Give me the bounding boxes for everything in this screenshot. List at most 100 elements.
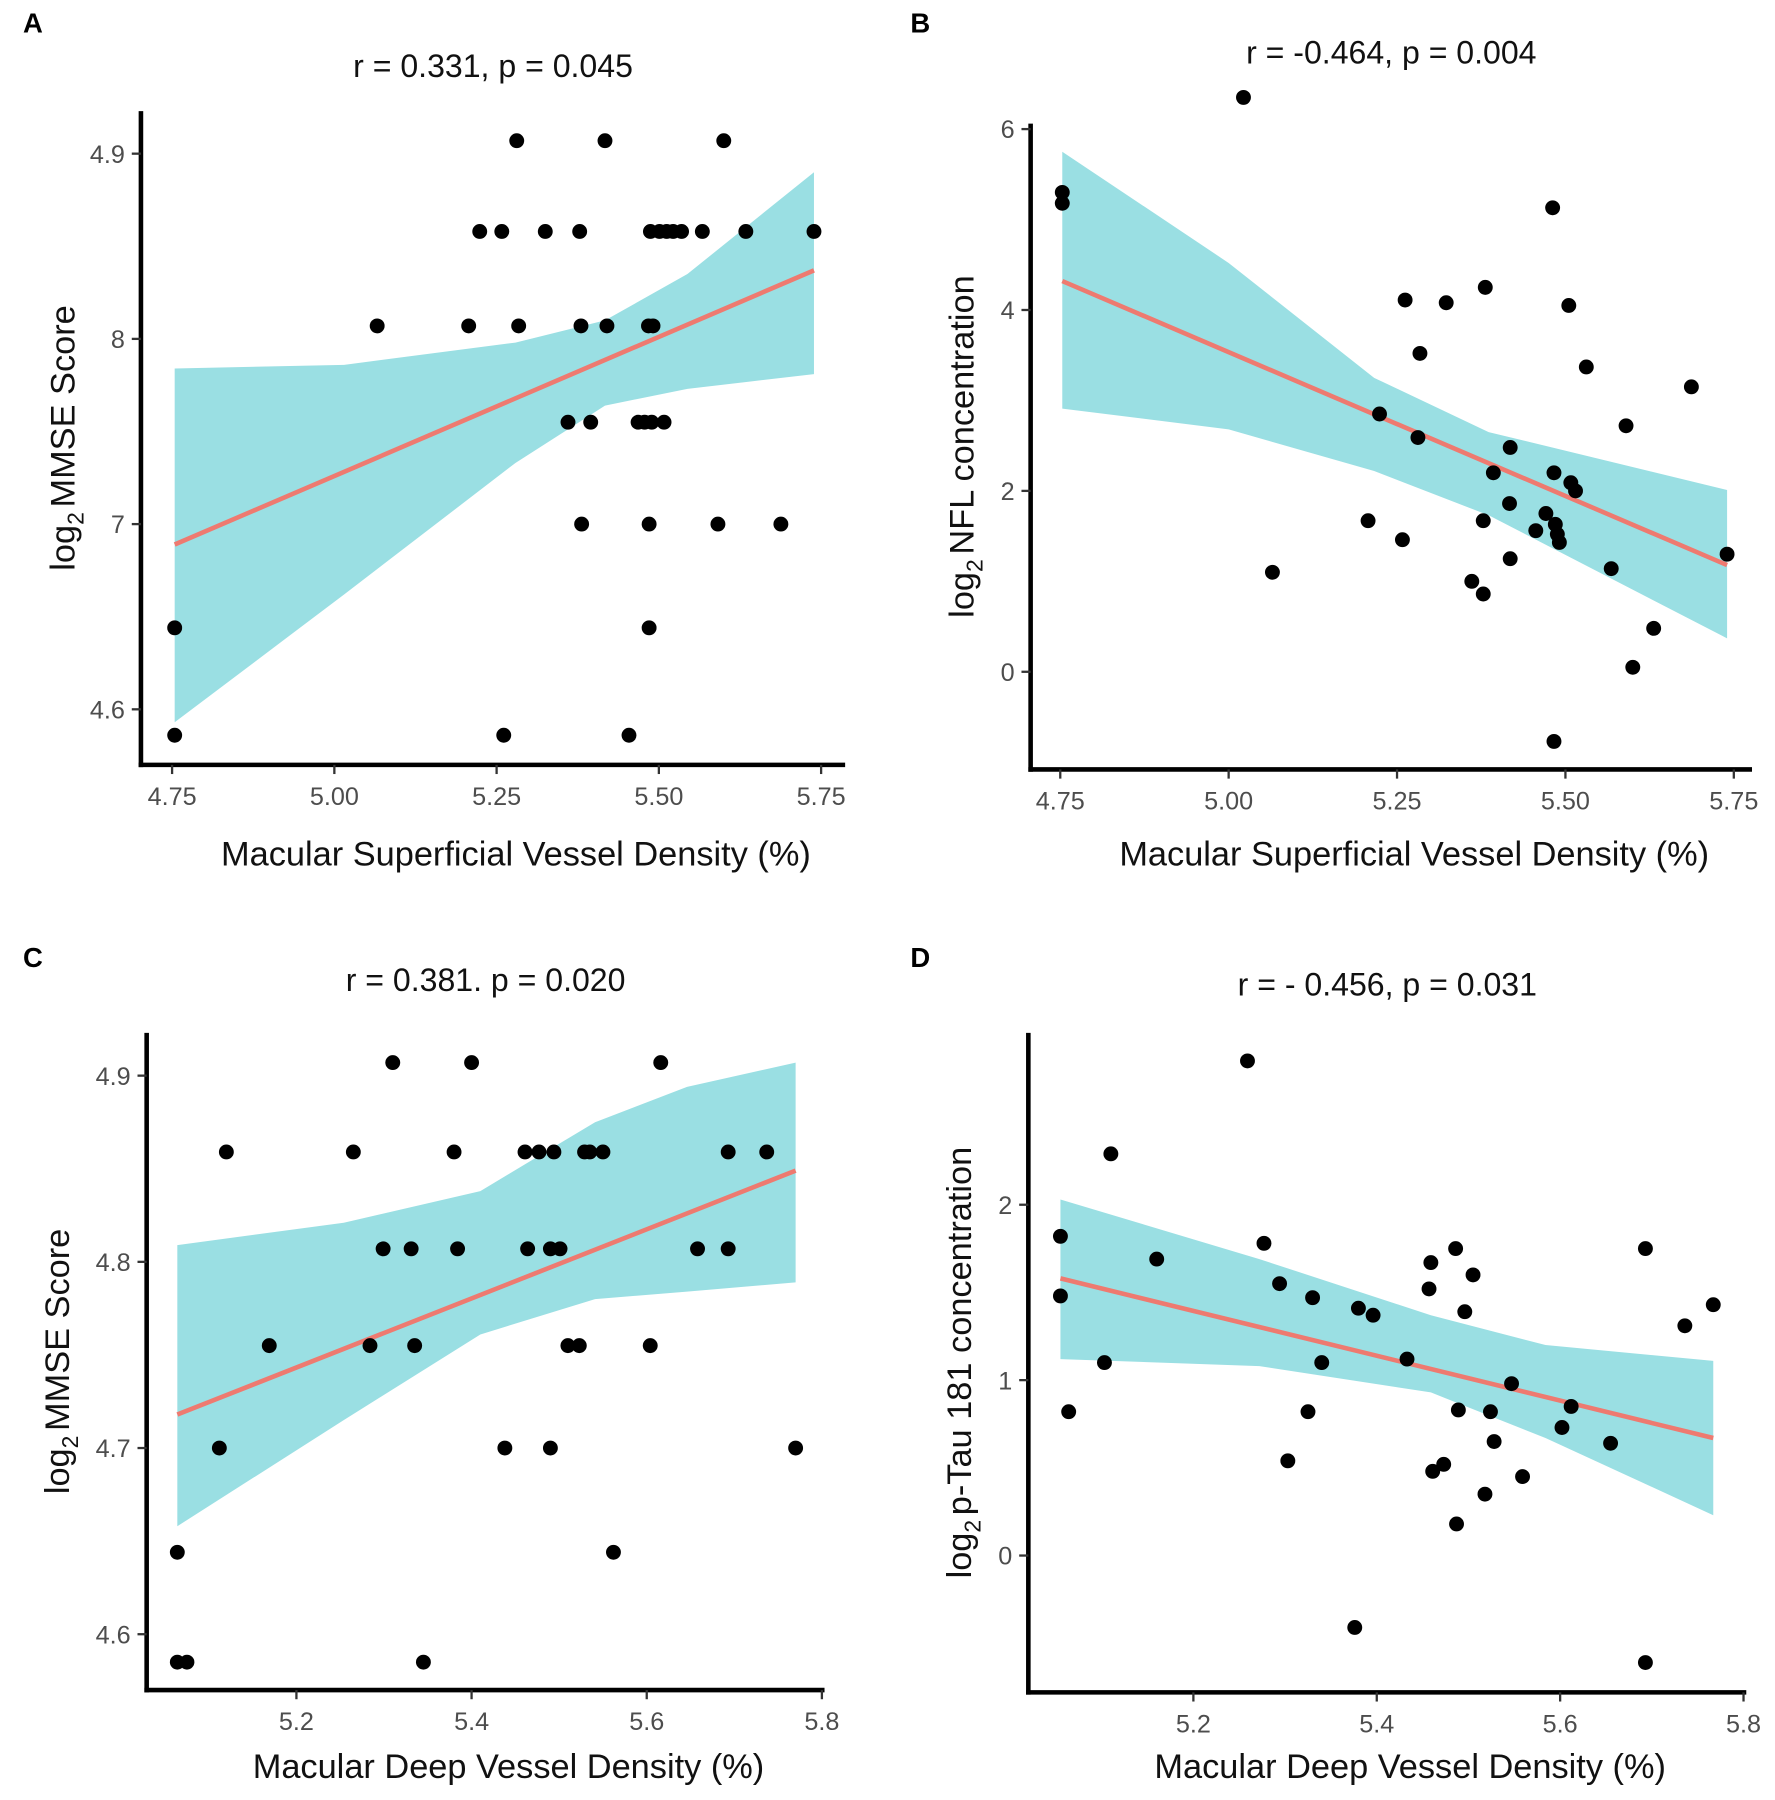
y-label-sub: 2 bbox=[57, 1436, 83, 1449]
point bbox=[169, 1544, 185, 1560]
point bbox=[1256, 1235, 1272, 1251]
point bbox=[211, 1440, 227, 1456]
point bbox=[560, 414, 576, 430]
y-tick-label: 0 bbox=[998, 1543, 1012, 1571]
x-tick-label: 5.4 bbox=[1359, 1710, 1394, 1738]
point bbox=[1423, 1255, 1439, 1271]
x-tick-label: 5.50 bbox=[1541, 788, 1590, 816]
y-tick-label: 7 bbox=[111, 511, 125, 539]
point bbox=[509, 133, 525, 149]
point bbox=[1515, 1469, 1530, 1485]
x-tick-label: 4.75 bbox=[148, 783, 197, 811]
point bbox=[450, 1241, 466, 1257]
x-tick-label: 5.8 bbox=[804, 1708, 839, 1736]
y-label-sub: 2 bbox=[63, 512, 89, 525]
point bbox=[542, 1440, 558, 1456]
point bbox=[606, 1544, 621, 1560]
point bbox=[407, 1338, 423, 1354]
y-tick-label: 0 bbox=[1001, 659, 1015, 687]
point bbox=[167, 727, 183, 743]
point bbox=[1236, 89, 1251, 105]
point bbox=[1457, 1304, 1473, 1320]
point bbox=[1465, 1267, 1481, 1283]
y-tick-label: 4.8 bbox=[96, 1249, 131, 1277]
point bbox=[415, 1654, 431, 1670]
fit-line bbox=[176, 1168, 797, 1417]
fit-line bbox=[1059, 1276, 1714, 1441]
point bbox=[694, 224, 710, 239]
confidence-band bbox=[1062, 151, 1728, 639]
point bbox=[1365, 1307, 1381, 1323]
point bbox=[690, 1241, 705, 1257]
panel: 4.75 5.00 5.25 5.50 5.75 4.6 7 8 4.9 Ar = 0.331, … bbox=[23, 7, 846, 873]
y-label-rest: MMSE Score bbox=[45, 305, 83, 507]
point bbox=[773, 516, 789, 532]
point bbox=[385, 1055, 401, 1071]
point bbox=[716, 133, 732, 149]
x-tick-label: 5.2 bbox=[1176, 1710, 1211, 1738]
point bbox=[595, 1144, 611, 1160]
point bbox=[1477, 279, 1493, 295]
point bbox=[641, 620, 657, 636]
point bbox=[645, 318, 661, 334]
x-axis-label: Macular Superficial Vessel Density (%) bbox=[1119, 836, 1709, 874]
x-tick-label: 4.75 bbox=[1036, 788, 1085, 816]
confidence-band bbox=[174, 172, 814, 723]
point bbox=[1052, 1228, 1068, 1244]
point bbox=[1502, 440, 1518, 455]
point bbox=[375, 1241, 391, 1257]
y-axis-label: log2 NFL concentration bbox=[943, 275, 987, 618]
point bbox=[446, 1144, 462, 1160]
point bbox=[583, 414, 599, 430]
x-tick-label: 5.75 bbox=[1709, 788, 1758, 816]
y-tick-label: 2 bbox=[1001, 478, 1015, 506]
y-tick-label: 4.7 bbox=[96, 1435, 131, 1463]
point bbox=[362, 1338, 378, 1354]
x-tick-label: 5.6 bbox=[1543, 1710, 1578, 1738]
y-label-log: log bbox=[943, 572, 981, 618]
point bbox=[1272, 1276, 1288, 1292]
point bbox=[1052, 1288, 1068, 1304]
point bbox=[1683, 379, 1699, 395]
point bbox=[582, 1144, 598, 1160]
x-axis-label: Macular Superficial Vessel Density (%) bbox=[221, 836, 811, 874]
point bbox=[1646, 620, 1662, 636]
point bbox=[1438, 295, 1454, 311]
point bbox=[621, 727, 637, 743]
point bbox=[574, 516, 590, 532]
y-label-sub: 2 bbox=[959, 1520, 985, 1533]
point bbox=[788, 1440, 804, 1456]
point bbox=[1410, 430, 1426, 445]
point bbox=[1149, 1251, 1165, 1267]
y-tick-label: 4.9 bbox=[90, 141, 125, 169]
point bbox=[1502, 496, 1517, 511]
panel: 4.75 5.00 5.25 5.50 5.75 0 2 4 6 Br = -0.464, p =… bbox=[910, 7, 1758, 873]
point bbox=[461, 318, 477, 334]
point bbox=[1372, 406, 1387, 422]
y-tick-label: 4.6 bbox=[96, 1621, 131, 1649]
point bbox=[1603, 561, 1619, 577]
point bbox=[403, 1241, 419, 1257]
x-tick-label: 5.8 bbox=[1726, 1710, 1761, 1738]
x-tick-label: 5.00 bbox=[1204, 788, 1253, 816]
point bbox=[1464, 573, 1480, 589]
x-tick-label: 5.00 bbox=[310, 783, 359, 811]
point bbox=[1412, 345, 1428, 361]
y-tick-label: 6 bbox=[1001, 116, 1015, 144]
point bbox=[345, 1144, 361, 1160]
panel-letter: B bbox=[910, 7, 930, 38]
y-label-rest: NFL concentration bbox=[943, 275, 981, 554]
point bbox=[738, 224, 754, 239]
point bbox=[1314, 1355, 1330, 1371]
point bbox=[472, 224, 488, 239]
point bbox=[759, 1144, 775, 1160]
point bbox=[720, 1144, 736, 1160]
point bbox=[560, 1338, 576, 1354]
point bbox=[1483, 1404, 1498, 1420]
point bbox=[1360, 513, 1376, 529]
point bbox=[1305, 1290, 1321, 1306]
y-label-log: log bbox=[39, 1448, 77, 1494]
point bbox=[531, 1144, 547, 1160]
point bbox=[1061, 1404, 1077, 1420]
point bbox=[1449, 1516, 1464, 1532]
